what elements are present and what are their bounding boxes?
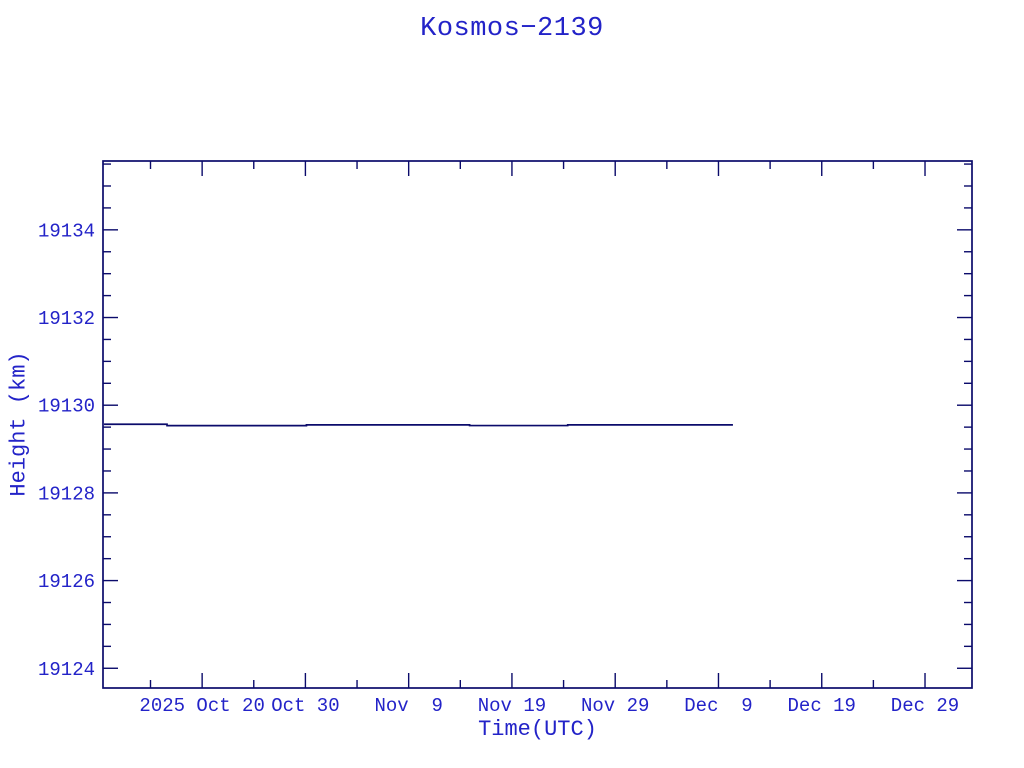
x-tick-label: Dec 19	[788, 695, 856, 717]
x-tick-label: Dec 9	[684, 695, 752, 717]
y-tick-label: 19128	[38, 483, 95, 505]
y-tick-label: 19130	[38, 396, 95, 418]
x-tick-label: Dec 29	[891, 695, 959, 717]
y-tick-label: 19126	[38, 571, 95, 593]
y-tick-label: 19134	[38, 220, 95, 242]
x-tick-label: Nov 29	[581, 695, 649, 717]
x-tick-label: Oct 30	[271, 695, 339, 717]
x-tick-label: 2025 Oct 20	[139, 695, 264, 717]
y-tick-label: 19124	[38, 659, 95, 681]
chart-title: Kosmos−2139	[420, 14, 604, 44]
plot-frame	[102, 160, 973, 689]
x-axis-title: Time(UTC)	[478, 717, 597, 742]
height-series-line	[104, 423, 733, 427]
x-tick-label: Nov 9	[374, 695, 442, 717]
x-tick-label: Nov 19	[478, 695, 546, 717]
y-tick-label: 19132	[38, 308, 95, 330]
